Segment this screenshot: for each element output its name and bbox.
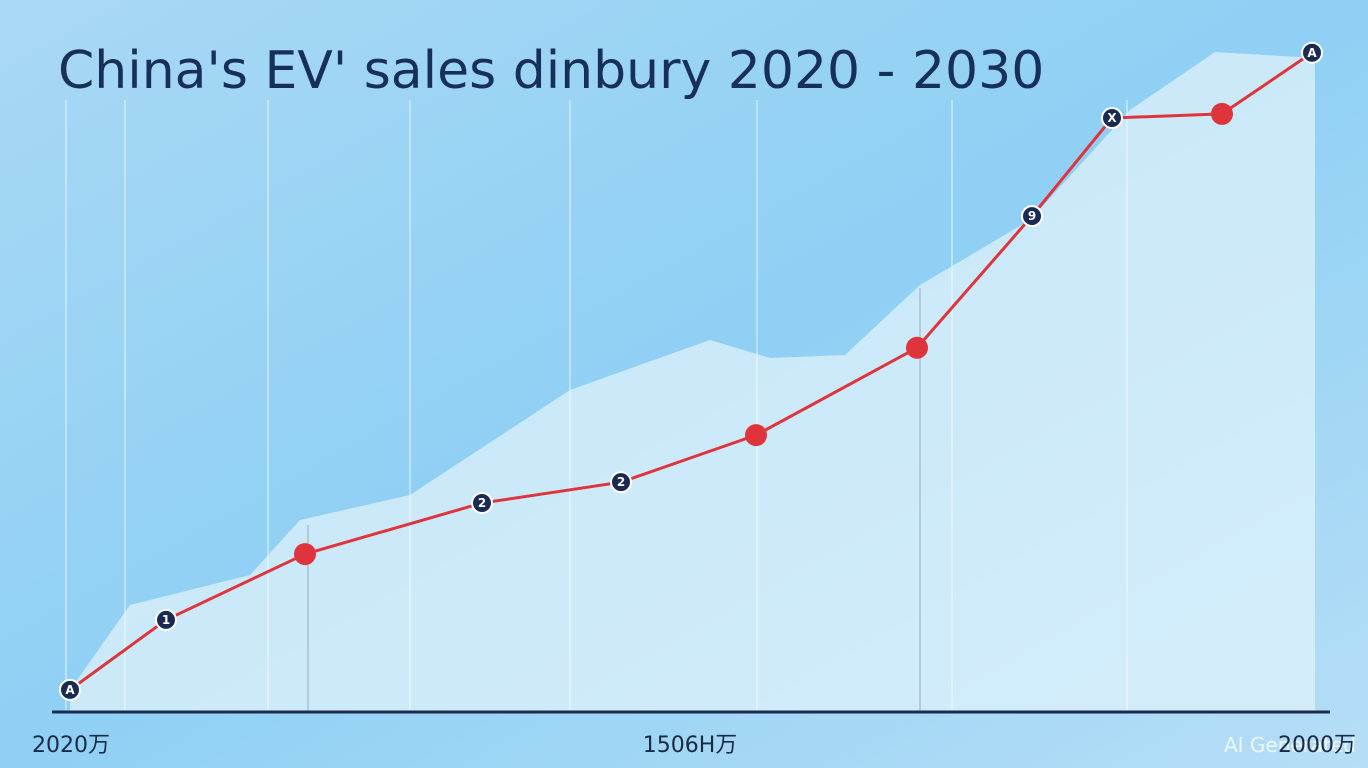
watermark: AI Generated: [1224, 733, 1356, 757]
point-label: 2: [478, 496, 486, 510]
point-label: 2: [617, 475, 625, 489]
x-tick-label: 2020万: [32, 733, 110, 758]
point: [1301, 41, 1323, 64]
point-label: A: [1307, 46, 1317, 60]
point: [1021, 205, 1043, 228]
point-label: X: [1107, 111, 1117, 125]
point: [59, 678, 81, 701]
point: [155, 608, 177, 631]
point: [745, 424, 767, 447]
point: [1211, 102, 1233, 125]
point: [294, 543, 316, 566]
point: [906, 336, 928, 359]
point-label: 1: [162, 613, 170, 627]
backdrop-area: [70, 52, 1315, 712]
point-label: 9: [1028, 209, 1036, 223]
point: [610, 471, 632, 494]
x-tick-label: 2000万: [1278, 733, 1356, 758]
point: [1101, 106, 1123, 129]
point-label: A: [65, 683, 75, 697]
point: [471, 492, 493, 515]
chart-title: China's EV' sales dinbury 2020 - 2030: [58, 41, 1044, 101]
decor-lines: [65, 100, 1128, 712]
x-tick-label: 1506H万: [643, 733, 738, 758]
